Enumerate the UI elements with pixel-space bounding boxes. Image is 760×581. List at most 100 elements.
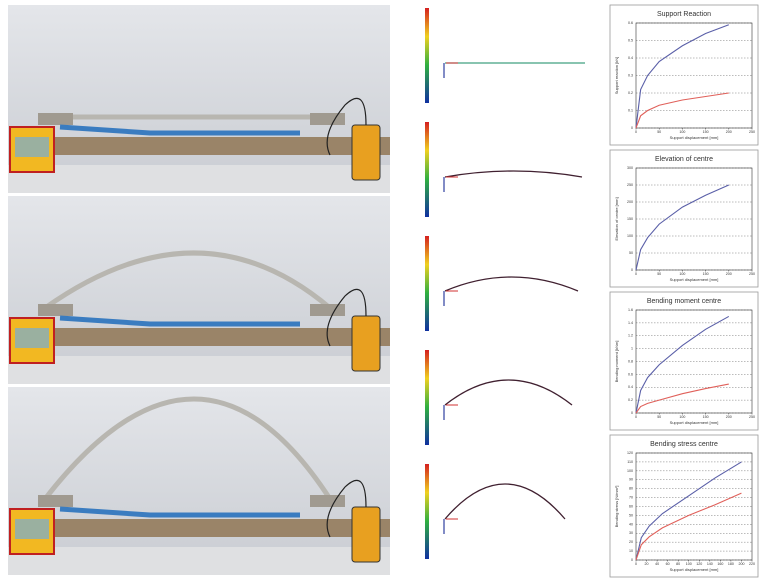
chart-title: Bending stress centre: [650, 441, 718, 448]
y-tick-label: 0.8: [628, 359, 633, 363]
arch-strip: [43, 250, 332, 311]
photos: [8, 5, 390, 575]
force-gauge: [351, 506, 381, 563]
plot-frame: [635, 167, 753, 271]
y-tick-label: 70: [629, 496, 633, 500]
colorbar: [425, 464, 429, 559]
simulation-snapshots: [425, 8, 585, 559]
x-tick-label: 200: [738, 562, 744, 566]
y-tick-label: 200: [627, 200, 633, 204]
table-top: [8, 547, 390, 575]
x-tick-label: 200: [726, 272, 732, 276]
y-axis-label: Elevation of centre [mm]: [614, 197, 619, 240]
x-tick-label: 220: [749, 562, 755, 566]
photo-background: [8, 196, 390, 384]
deformed-strip: [444, 276, 579, 292]
y-tick-label: 0.6: [628, 21, 633, 25]
x-tick-label: 100: [679, 272, 685, 276]
x-tick-label: 250: [749, 272, 755, 276]
y-tick-label: 0.3: [628, 73, 633, 77]
x-tick-label: 40: [655, 562, 659, 566]
display-screen: [15, 137, 49, 157]
x-tick-label: 180: [728, 562, 734, 566]
deformed-strip: [444, 170, 583, 178]
y-tick-label: 20: [629, 540, 633, 544]
x-tick-label: 150: [703, 130, 709, 134]
plot-frame: [635, 309, 753, 414]
y-tick-label: 0: [631, 558, 633, 562]
photo-background: [8, 387, 390, 575]
table-top: [8, 356, 390, 384]
y-tick-label: 250: [627, 183, 633, 187]
y-tick-label: 60: [629, 504, 633, 508]
x-axis-label: Support displacement [mm]: [670, 135, 719, 140]
colorbar: [425, 236, 429, 331]
chart-panel: Bending stress centre 0 10 20 30 40 50 60 70 80 90…: [609, 434, 759, 578]
y-tick-label: 0: [631, 411, 633, 415]
chart-title: Elevation of centre: [655, 156, 713, 163]
x-tick-label: 60: [666, 562, 670, 566]
x-tick-label: 0: [635, 415, 637, 419]
y-tick-label: 50: [629, 513, 633, 517]
table-top: [8, 165, 390, 193]
series-line: [635, 461, 742, 561]
x-tick-label: 50: [657, 130, 661, 134]
x-tick-label: 150: [703, 415, 709, 419]
strap: [59, 315, 300, 327]
strap: [59, 506, 300, 518]
colorbar: [425, 8, 429, 103]
x-tick-label: 250: [749, 415, 755, 419]
x-tick-label: 100: [679, 415, 685, 419]
x-tick-label: 250: [749, 130, 755, 134]
wood-beam: [50, 328, 390, 346]
series-line: [635, 184, 730, 271]
y-tick-label: 0.4: [628, 385, 633, 389]
y-tick-label: 1.4: [628, 321, 633, 325]
wood-beam: [50, 519, 390, 537]
series-line: [635, 492, 742, 561]
chart-panel: Bending moment centre 0 0.2 0.4 0.6 0.8 1 1.2 1.…: [609, 291, 759, 431]
y-axis-label: Support reaction [kN]: [614, 57, 619, 95]
panel-frame: [609, 149, 759, 288]
x-tick-label: 100: [679, 130, 685, 134]
y-tick-label: 100: [627, 234, 633, 238]
y-axis-label: Bending moment [kNm]: [614, 341, 619, 383]
y-tick-label: 30: [629, 531, 633, 535]
display-screen: [15, 328, 49, 348]
support-left: [38, 495, 73, 507]
y-tick-label: 0.5: [628, 38, 633, 42]
x-tick-label: 50: [657, 272, 661, 276]
support-right: [310, 495, 345, 507]
support-left: [38, 113, 73, 125]
x-tick-label: 0: [635, 562, 637, 566]
colorbar: [425, 350, 429, 445]
x-tick-label: 150: [703, 272, 709, 276]
y-axis-label: Bending stress [N/mm²]: [614, 486, 619, 528]
arch-strip: [43, 396, 333, 501]
x-tick-label: 160: [717, 562, 723, 566]
deformed-strip: [444, 483, 566, 520]
x-tick-label: 140: [707, 562, 713, 566]
x-tick-label: 200: [726, 130, 732, 134]
y-tick-label: 50: [629, 251, 633, 255]
x-axis-label: Support displacement [mm]: [670, 420, 719, 425]
x-tick-label: 50: [657, 415, 661, 419]
y-tick-label: 1.6: [628, 308, 633, 312]
deformed-strip: [444, 379, 573, 406]
y-tick-label: 150: [627, 217, 633, 221]
y-tick-label: 300: [627, 166, 633, 170]
series-line: [635, 24, 729, 129]
panel-frame: [609, 291, 759, 431]
x-axis-label: Support displacement [mm]: [670, 277, 719, 282]
y-tick-label: 10: [629, 549, 633, 553]
y-tick-label: 100: [627, 469, 633, 473]
cable: [326, 97, 367, 156]
force-gauge: [351, 315, 381, 372]
x-tick-label: 0: [635, 130, 637, 134]
x-tick-label: 80: [676, 562, 680, 566]
display-screen: [15, 519, 49, 539]
plot-frame: [635, 22, 753, 129]
y-tick-label: 0: [631, 268, 633, 272]
x-tick-label: 100: [686, 562, 692, 566]
